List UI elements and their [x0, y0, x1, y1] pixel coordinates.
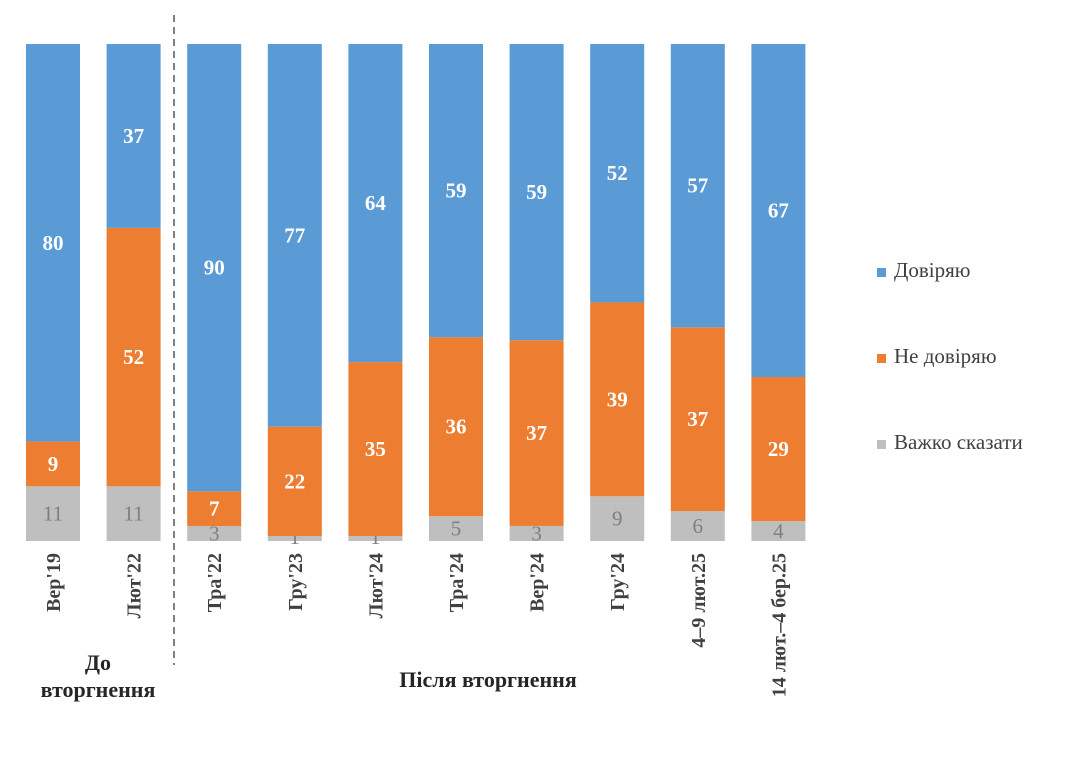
- category-label: Вер'19: [43, 553, 65, 612]
- data-label: 9: [48, 452, 59, 476]
- data-label: 80: [43, 231, 64, 255]
- data-label: 3: [531, 521, 542, 545]
- data-label: 37: [526, 421, 547, 445]
- group-label-after: Після вторгнення: [399, 667, 577, 692]
- bar-segment: [187, 491, 242, 527]
- data-label: 52: [607, 161, 628, 185]
- legend-swatch: [877, 440, 886, 449]
- bar-segment: [670, 327, 725, 512]
- category-label: Гру'23: [285, 553, 307, 611]
- category-label: Тра'22: [204, 553, 226, 612]
- legend-label: Довіряю: [894, 258, 970, 282]
- bar-segment: [751, 521, 806, 541]
- bar-segment: [187, 44, 242, 492]
- data-label: 37: [123, 124, 144, 148]
- data-label: 59: [446, 179, 467, 203]
- bar-segment: [751, 376, 806, 522]
- legend-swatch: [877, 354, 886, 363]
- data-label: 9: [612, 507, 623, 531]
- data-label: 39: [607, 387, 628, 411]
- bar-segment: [429, 337, 483, 517]
- bar-segment: [106, 227, 161, 487]
- category-label: Лют'24: [365, 553, 387, 618]
- category-label: Гру'24: [607, 553, 629, 611]
- data-label: 36: [446, 415, 467, 439]
- data-label: 29: [768, 437, 789, 461]
- data-label: 4: [773, 519, 784, 543]
- bar-segment: [590, 44, 645, 303]
- data-label: 57: [687, 174, 708, 198]
- bar-segment: [267, 426, 322, 537]
- data-label: 7: [209, 497, 220, 521]
- bar-segment: [106, 486, 161, 541]
- data-label: 11: [123, 502, 143, 526]
- bar-segment: [267, 44, 322, 427]
- data-label: 35: [365, 437, 386, 461]
- bar-segment: [26, 486, 80, 541]
- category-label: 14 лют.–4 бер.25: [768, 553, 790, 697]
- bar-segment: [348, 536, 403, 541]
- bar-segment: [26, 441, 80, 487]
- bar-segment: [429, 516, 483, 541]
- data-label: 11: [43, 502, 63, 526]
- category-label: Лют'22: [124, 553, 146, 618]
- bar-segment: [267, 536, 322, 541]
- data-label: 67: [768, 198, 789, 222]
- group-label-before-line1: До: [85, 650, 111, 675]
- bar-segment: [509, 44, 564, 341]
- bar-segment: [509, 525, 564, 541]
- bar-segment: [106, 44, 161, 228]
- legend-label: Важко сказати: [894, 430, 1023, 454]
- data-label: 3: [209, 522, 220, 546]
- data-label: 59: [526, 180, 547, 204]
- group-label-before-line2: вторгнення: [41, 677, 156, 702]
- data-label: 1: [370, 525, 381, 549]
- legend-swatch: [877, 268, 886, 277]
- category-label: Тра'24: [446, 553, 468, 612]
- data-label: 77: [284, 223, 305, 247]
- data-label: 6: [693, 514, 704, 538]
- data-label: 52: [123, 345, 144, 369]
- legend-label: Не довіряю: [894, 344, 997, 368]
- bar-segment: [670, 511, 725, 541]
- data-label: 64: [365, 191, 387, 215]
- category-label: 4–9 лют.25: [688, 553, 710, 648]
- bar-segment: [348, 362, 403, 537]
- data-label: 90: [204, 256, 225, 280]
- bar-segment: [751, 44, 806, 377]
- category-label: Вер'24: [527, 553, 549, 612]
- data-label: 5: [451, 517, 462, 541]
- bar-segment: [670, 44, 725, 328]
- data-label: 1: [290, 525, 301, 549]
- bar-segment: [26, 44, 80, 442]
- bar-segment: [509, 340, 564, 526]
- bar-segment: [348, 44, 403, 363]
- bar-segment: [429, 44, 483, 338]
- bar-segment: [187, 526, 242, 541]
- data-label: 22: [284, 469, 305, 493]
- bar-segment: [590, 302, 645, 497]
- bar-segment: [590, 496, 645, 541]
- data-label: 37: [687, 407, 708, 431]
